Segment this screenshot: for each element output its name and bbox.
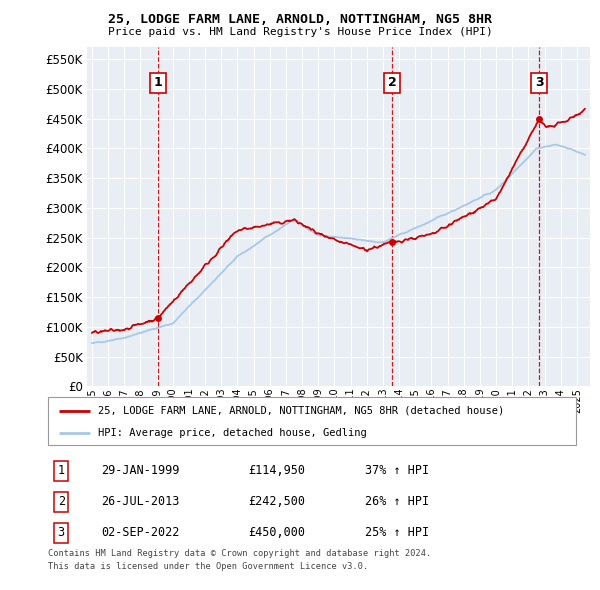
Text: 02-SEP-2022: 02-SEP-2022 [101,526,179,539]
Text: 26% ↑ HPI: 26% ↑ HPI [365,496,429,509]
Text: HPI: Average price, detached house, Gedling: HPI: Average price, detached house, Gedl… [98,428,367,438]
Text: 26-JUL-2013: 26-JUL-2013 [101,496,179,509]
Text: 2: 2 [58,496,65,509]
Text: 1: 1 [154,76,162,89]
Text: 29-JAN-1999: 29-JAN-1999 [101,464,179,477]
Text: 25, LODGE FARM LANE, ARNOLD, NOTTINGHAM, NG5 8HR: 25, LODGE FARM LANE, ARNOLD, NOTTINGHAM,… [108,13,492,26]
Text: Contains HM Land Registry data © Crown copyright and database right 2024.: Contains HM Land Registry data © Crown c… [48,549,431,558]
Text: Price paid vs. HM Land Registry's House Price Index (HPI): Price paid vs. HM Land Registry's House … [107,27,493,37]
Text: 37% ↑ HPI: 37% ↑ HPI [365,464,429,477]
Text: £242,500: £242,500 [248,496,305,509]
Text: 25, LODGE FARM LANE, ARNOLD, NOTTINGHAM, NG5 8HR (detached house): 25, LODGE FARM LANE, ARNOLD, NOTTINGHAM,… [98,405,505,415]
Text: 3: 3 [535,76,544,89]
Text: 2: 2 [388,76,397,89]
Text: 3: 3 [58,526,65,539]
FancyBboxPatch shape [48,397,576,445]
Text: This data is licensed under the Open Government Licence v3.0.: This data is licensed under the Open Gov… [48,562,368,571]
Text: 25% ↑ HPI: 25% ↑ HPI [365,526,429,539]
Text: 1: 1 [58,464,65,477]
Text: £114,950: £114,950 [248,464,305,477]
Text: £450,000: £450,000 [248,526,305,539]
